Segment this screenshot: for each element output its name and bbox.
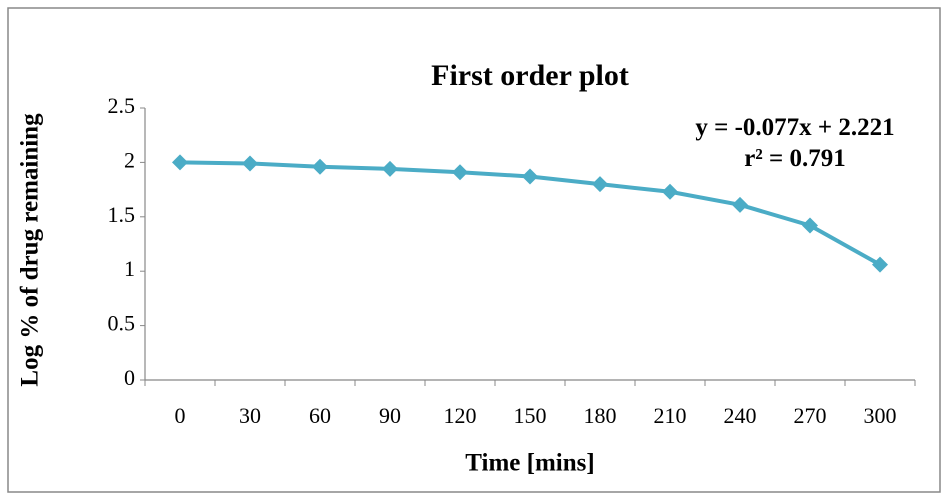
trendline-annotation: y = -0.077x + 2.221 r² = 0.791 [690, 112, 900, 174]
marker [732, 196, 748, 213]
x-tick-label: 300 [864, 403, 897, 428]
equation: y = -0.077x + 2.221 [695, 114, 895, 141]
marker [592, 176, 608, 193]
marker [242, 155, 258, 172]
marker [802, 217, 818, 234]
marker [662, 183, 678, 200]
marker [872, 256, 888, 273]
x-axis-label: Time [mins] [465, 450, 594, 477]
marker [452, 164, 468, 181]
x-tick-label: 180 [584, 403, 617, 428]
x-tick-label: 270 [794, 403, 827, 428]
x-tick-label: 90 [379, 403, 401, 428]
marker [382, 160, 398, 177]
y-tick-label: 0.5 [108, 311, 136, 336]
x-tick-label: 30 [239, 403, 261, 428]
y-axis-label: Log % of drug remaining [17, 113, 44, 387]
x-tick-label: 150 [514, 403, 547, 428]
y-tick-label: 1 [124, 256, 135, 281]
marker [312, 158, 328, 175]
x-tick-label: 0 [175, 403, 186, 428]
x-tick-label: 60 [309, 403, 331, 428]
marker [522, 168, 538, 185]
r-squared: r² = 0.791 [744, 145, 846, 172]
y-tick-label: 0 [124, 365, 135, 390]
chart-border [7, 7, 941, 493]
x-tick-label: 120 [444, 403, 477, 428]
marker [172, 154, 188, 171]
chart-title: First order plot [431, 59, 629, 92]
x-tick-label: 210 [654, 403, 687, 428]
y-tick-label: 1.5 [108, 202, 136, 227]
x-tick-label: 240 [724, 403, 757, 428]
y-tick-label: 2 [124, 147, 135, 172]
y-tick-label: 2.5 [108, 93, 136, 118]
